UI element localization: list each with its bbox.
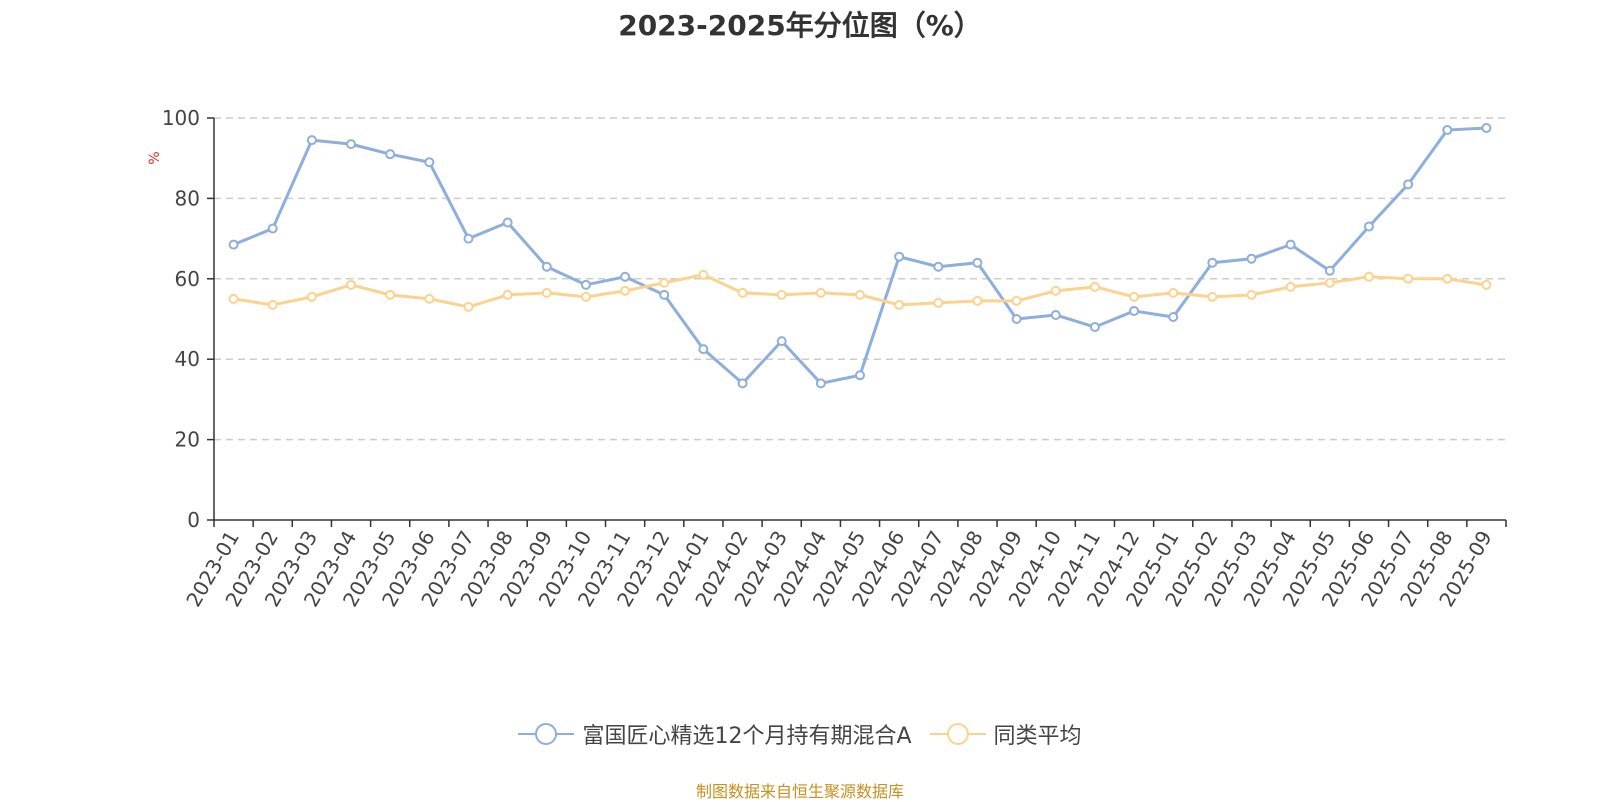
- series-2-point: [1050, 285, 1061, 296]
- series-1-point: [1403, 179, 1414, 190]
- series-2-point: [776, 289, 787, 300]
- series-2-point: [737, 287, 748, 298]
- legend-label-series-1: 富国匠心精选12个月持有期混合A: [582, 724, 912, 749]
- y-tick-label: 20: [175, 428, 200, 452]
- series-1-point: [659, 289, 670, 300]
- legend-item-series-1[interactable]: 富国匠心精选12个月持有期混合A: [518, 718, 912, 750]
- series-1-point: [1246, 253, 1257, 264]
- legend-label-series-2: 同类平均: [993, 724, 1082, 749]
- series-1-point: [306, 135, 317, 146]
- series-2-point: [1442, 273, 1453, 284]
- series-1-point: [228, 239, 239, 250]
- series-2-point: [1481, 279, 1492, 290]
- series-2-point: [933, 297, 944, 308]
- series-2-point: [1129, 291, 1140, 302]
- series-1-point: [1324, 265, 1335, 276]
- series-1-point: [1011, 314, 1022, 324]
- series-2-point: [306, 291, 317, 302]
- series-2-point: [815, 287, 826, 298]
- series-2-point: [424, 293, 435, 304]
- series-1-point: [620, 271, 631, 282]
- series-1-point: [698, 344, 709, 355]
- series-1-point: [1481, 123, 1492, 134]
- series-1-point: [424, 157, 435, 168]
- series-1-point: [776, 336, 787, 347]
- series-1-point: [933, 261, 944, 272]
- series-2-point: [894, 299, 905, 310]
- series-2-point: [541, 287, 552, 298]
- y-tick-label: 40: [175, 347, 200, 371]
- series-1-point: [737, 378, 748, 389]
- series-1-point: [1168, 311, 1179, 322]
- series-line-1: [233, 126, 1487, 385]
- y-axis-label: %: [147, 151, 163, 164]
- series-2-point: [1285, 281, 1296, 292]
- series-1-point: [1129, 305, 1140, 316]
- series-1-point: [463, 233, 474, 244]
- series-1-point: [855, 370, 865, 381]
- series-2-point: [463, 301, 474, 312]
- series-1-point: [267, 223, 278, 234]
- series-2-point: [502, 289, 513, 300]
- series-1-point: [346, 139, 357, 150]
- series-1-point: [541, 261, 552, 272]
- series-2-point: [620, 285, 631, 296]
- series-1-point: [1089, 322, 1100, 333]
- y-tick-label: 0: [187, 508, 200, 532]
- chart-title: 2023-2025年分位图（%）: [618, 9, 982, 42]
- series-2-point: [972, 295, 983, 306]
- series-1-point: [1050, 309, 1061, 320]
- series-2-point: [1403, 273, 1414, 284]
- series-1-point: [502, 217, 513, 228]
- series-1-point: [1207, 257, 1218, 268]
- legend-marker-series-2-icon: [929, 723, 986, 745]
- y-tick-label: 80: [175, 186, 200, 210]
- series-1-point: [1363, 221, 1374, 232]
- series-2-point: [1207, 291, 1218, 302]
- series-2-point: [1363, 271, 1374, 282]
- series-1-point: [385, 149, 396, 160]
- legend-item-series-2[interactable]: 同类平均: [929, 718, 1082, 750]
- legend-marker-series-1-icon: [518, 723, 575, 745]
- series-1-point: [580, 279, 591, 290]
- source-note: 制图数据来自恒生聚源数据库: [695, 782, 904, 801]
- series-2-point: [698, 269, 709, 280]
- series-2-point: [1246, 289, 1257, 300]
- series-2-point: [1168, 287, 1179, 298]
- series-2-point: [1324, 277, 1335, 288]
- series-2-point: [385, 289, 396, 300]
- series-1-point: [1442, 125, 1453, 136]
- series-2-point: [267, 299, 278, 310]
- series-2-point: [659, 277, 670, 288]
- series-2-point: [1089, 281, 1100, 292]
- y-tick-label: 60: [175, 267, 200, 291]
- y-tick-label: 100: [162, 106, 200, 130]
- series-2-point: [855, 289, 865, 300]
- series-2-point: [580, 291, 591, 302]
- series-1-point: [894, 251, 905, 262]
- series-1-point: [1285, 239, 1296, 250]
- series-2-point: [228, 293, 239, 304]
- series-1-point: [972, 257, 983, 268]
- legend: 富国匠心精选12个月持有期混合A 同类平均: [0, 718, 1600, 750]
- series-2-point: [1011, 295, 1022, 306]
- series-1-point: [815, 378, 826, 389]
- series-2-point: [346, 279, 357, 290]
